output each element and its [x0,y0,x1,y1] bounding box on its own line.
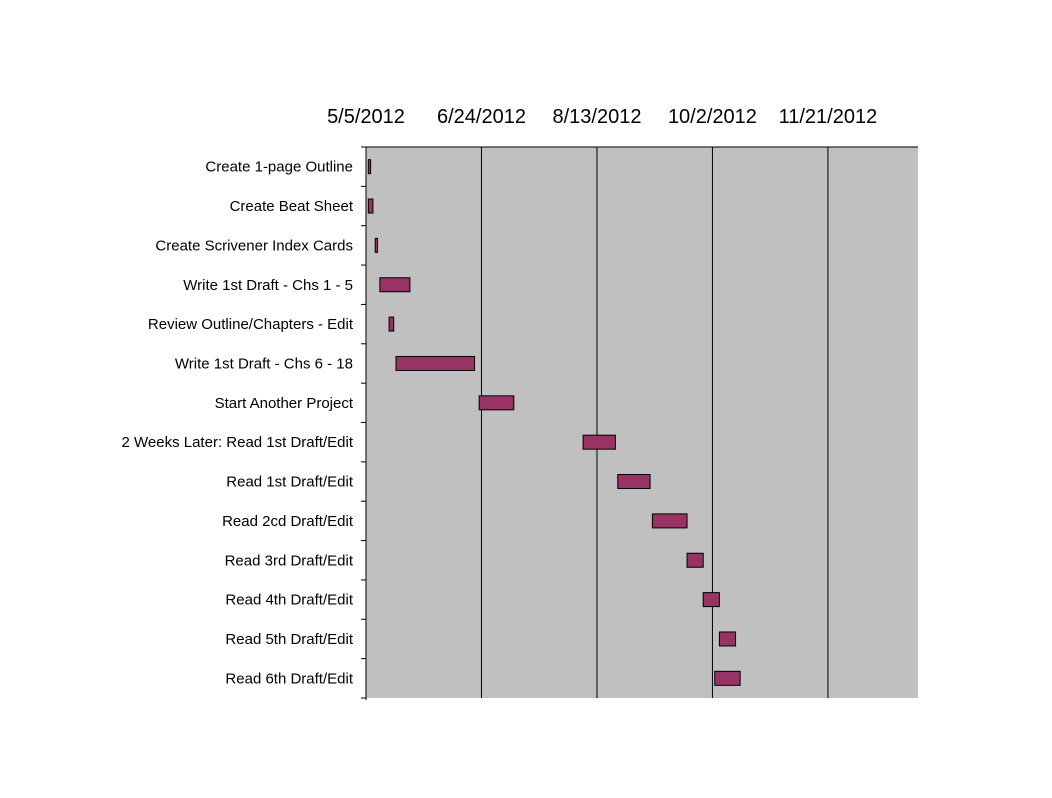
task-bar [395,355,476,371]
y-axis-ticks [361,146,366,699]
task-bar [718,631,737,647]
task-label: Read 4th Draft/Edit [225,592,353,609]
task-bar [478,395,515,411]
task-bars [367,159,741,686]
gridlines [480,147,829,698]
task-bar [379,277,411,293]
task-label: Read 2cd Draft/Edit [222,513,354,530]
task-label: Review Outline/Chapters - Edit [148,316,354,333]
plot-area [366,147,918,698]
task-bar [686,552,704,568]
x-tick-label: 6/24/2012 [437,106,526,128]
task-label: Read 1st Draft/Edit [226,474,354,491]
task-label: Read 6th Draft/Edit [225,670,353,687]
x-tick-label: 8/13/2012 [552,106,641,128]
task-labels: Create 1-page Outline Create Beat Sheet Cr… [122,159,354,688]
task-label: 2 Weeks Later: Read 1st Draft/Edit [122,434,354,451]
task-label: Create 1-page Outline [205,159,353,176]
task-bar [367,159,372,175]
task-label: Write 1st Draft - Chs 6 - 18 [175,355,353,372]
task-label: Write 1st Draft - Chs 1 - 5 [183,277,353,294]
task-bar [617,474,651,490]
task-label: Read 5th Draft/Edit [225,631,353,648]
task-bar [367,198,374,214]
task-bar [651,513,688,529]
x-axis-labels: 5/5/2012 6/24/2012 8/13/2012 10/2/2012 11/21… [327,106,877,128]
x-tick-label: 11/21/2012 [779,106,878,128]
task-label: Start Another Project [215,395,354,412]
task-label: Create Scrivener Index Cards [155,237,353,254]
task-bar [374,237,379,253]
task-bar [702,592,720,608]
x-tick-label: 10/2/2012 [668,106,757,128]
x-tick-label: 5/5/2012 [327,106,405,128]
task-label: Read 3rd Draft/Edit [225,552,354,569]
task-bar [714,670,741,686]
task-bar [582,434,616,450]
task-bar [388,316,395,332]
task-label: Create Beat Sheet [230,198,354,215]
